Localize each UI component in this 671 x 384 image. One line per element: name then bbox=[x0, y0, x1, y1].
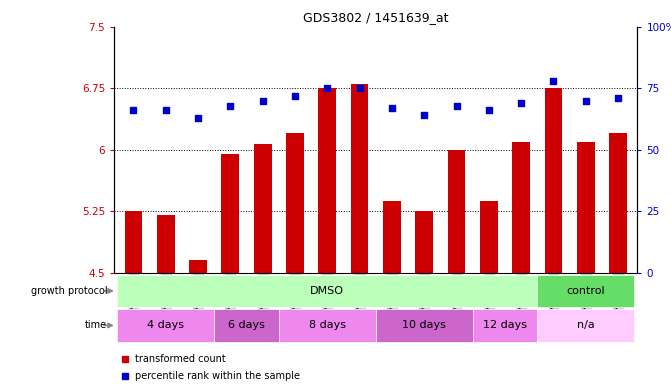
Bar bbox=[537, 309, 634, 342]
Bar bbox=[254, 144, 272, 273]
Bar bbox=[125, 211, 142, 273]
Bar bbox=[279, 309, 376, 342]
Text: growth protocol: growth protocol bbox=[31, 286, 107, 296]
Text: 4 days: 4 days bbox=[147, 320, 185, 331]
Bar bbox=[512, 142, 530, 273]
Bar bbox=[214, 309, 279, 342]
Bar bbox=[545, 88, 562, 273]
Bar bbox=[117, 275, 537, 307]
Bar bbox=[609, 133, 627, 273]
Point bbox=[516, 100, 527, 106]
Text: time: time bbox=[85, 320, 107, 331]
Point bbox=[419, 112, 429, 118]
Bar bbox=[221, 154, 240, 273]
Text: 10 days: 10 days bbox=[403, 320, 446, 331]
Point bbox=[451, 103, 462, 109]
Bar bbox=[415, 211, 433, 273]
Point bbox=[580, 98, 591, 104]
Text: control: control bbox=[566, 286, 605, 296]
Bar bbox=[189, 260, 207, 273]
Bar bbox=[448, 150, 466, 273]
Bar bbox=[376, 309, 472, 342]
Point bbox=[257, 98, 268, 104]
Bar bbox=[286, 133, 304, 273]
Point bbox=[484, 108, 495, 114]
Point bbox=[193, 115, 203, 121]
Text: 8 days: 8 days bbox=[309, 320, 346, 331]
Bar bbox=[157, 215, 174, 273]
Bar bbox=[351, 84, 368, 273]
Point bbox=[290, 93, 301, 99]
Text: 12 days: 12 days bbox=[483, 320, 527, 331]
Point bbox=[225, 103, 236, 109]
Text: percentile rank within the sample: percentile rank within the sample bbox=[135, 371, 300, 381]
Bar bbox=[383, 201, 401, 273]
Bar bbox=[577, 142, 595, 273]
Point bbox=[548, 78, 559, 84]
Bar bbox=[537, 275, 634, 307]
Text: DMSO: DMSO bbox=[310, 286, 344, 296]
Bar bbox=[472, 309, 537, 342]
Point bbox=[613, 95, 623, 101]
Text: 6 days: 6 days bbox=[228, 320, 265, 331]
Title: GDS3802 / 1451639_at: GDS3802 / 1451639_at bbox=[303, 11, 448, 24]
Point bbox=[160, 108, 171, 114]
Bar bbox=[319, 88, 336, 273]
Point bbox=[322, 85, 333, 91]
Bar bbox=[117, 309, 214, 342]
Point bbox=[128, 108, 139, 114]
Bar bbox=[480, 201, 498, 273]
Text: n/a: n/a bbox=[577, 320, 595, 331]
Text: transformed count: transformed count bbox=[135, 354, 225, 364]
Point bbox=[386, 105, 397, 111]
Point bbox=[354, 85, 365, 91]
